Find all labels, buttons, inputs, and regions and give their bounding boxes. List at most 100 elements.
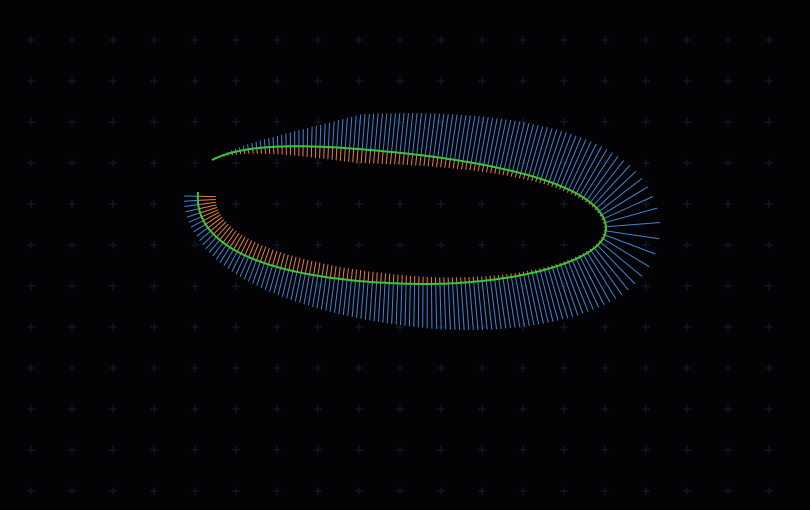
grid-cross [724, 200, 732, 208]
grid-cross [683, 282, 691, 290]
grid-cross [560, 323, 568, 331]
grid-cross [355, 446, 363, 454]
comb-tooth [197, 199, 216, 201]
grid-cross [437, 241, 445, 249]
comb-tooth [327, 147, 329, 160]
normal-spoke [470, 116, 480, 163]
normal-spoke [395, 283, 399, 325]
grid-cross [109, 159, 117, 167]
normal-spoke [303, 274, 310, 305]
comb-tooth [280, 253, 285, 269]
grid-cross [232, 118, 240, 126]
normal-spoke [575, 146, 602, 194]
normal-spoke [506, 277, 516, 328]
normal-spoke [223, 249, 234, 267]
comb-tooth [267, 249, 274, 265]
grid-cross [150, 487, 158, 495]
comb-tooth [371, 271, 374, 283]
normal-spoke [268, 138, 270, 148]
grid-cross [109, 487, 117, 495]
grid-cross [150, 159, 158, 167]
normal-spoke [235, 255, 246, 275]
grid-cross [27, 446, 35, 454]
normal-spoke [552, 267, 569, 319]
comb-tooth [415, 154, 418, 166]
grid-cross [724, 159, 732, 167]
comb-tooth [300, 258, 305, 273]
normal-spoke [474, 116, 485, 164]
comb-tooth [348, 148, 350, 162]
normal-spoke [516, 123, 530, 173]
grid-cross [27, 159, 35, 167]
grid-cross [68, 118, 76, 126]
comb-tooth [222, 228, 234, 243]
grid-cross [27, 323, 35, 331]
grid-cross [478, 36, 486, 44]
comb-tooth [342, 267, 345, 280]
comb-tooth [494, 167, 497, 174]
grid-cross [355, 241, 363, 249]
normal-spoke [186, 212, 201, 218]
grid-cross [273, 364, 281, 372]
grid-cross [314, 118, 322, 126]
grid-cross [724, 77, 732, 85]
comb-tooth [233, 234, 243, 250]
normal-spoke [520, 123, 534, 174]
normal-spoke [575, 258, 600, 308]
normal-spoke [188, 216, 202, 223]
normal-spoke [413, 283, 416, 327]
grid-cross [68, 282, 76, 290]
grid-cross [273, 446, 281, 454]
grid-cross [150, 36, 158, 44]
grid-cross [68, 159, 76, 167]
grid-cross [232, 77, 240, 85]
grid-cross [273, 200, 281, 208]
grid-cross [683, 364, 691, 372]
normal-spoke [247, 260, 257, 282]
normal-spoke [269, 266, 277, 292]
normal-spoke [347, 280, 352, 316]
grid-cross [437, 77, 445, 85]
normal-spoke [564, 139, 587, 189]
comb-tooth [296, 257, 301, 273]
normal-spoke [277, 268, 286, 296]
comb-tooth [205, 214, 221, 225]
normal-spoke [273, 267, 282, 294]
grid-cross [150, 241, 158, 249]
normal-spoke [556, 135, 577, 185]
comb-tooth [329, 265, 333, 278]
normal-spoke [374, 113, 379, 151]
grid-cross [642, 200, 650, 208]
normal-spoke [510, 276, 521, 328]
grid-cross [683, 159, 691, 167]
normal-spoke [447, 283, 451, 330]
grid-cross [560, 118, 568, 126]
normal-spoke [263, 139, 266, 148]
grid-cross [396, 446, 404, 454]
grid-cross [109, 323, 117, 331]
grid-cross [478, 405, 486, 413]
grid-cross [232, 446, 240, 454]
grid-cross [355, 36, 363, 44]
comb-tooth [317, 262, 321, 276]
comb-tooth [292, 256, 297, 272]
grid-cross [724, 241, 732, 249]
grid-cross [68, 200, 76, 208]
grid-cross [109, 36, 117, 44]
grid-cross [519, 36, 527, 44]
normal-spoke [593, 165, 631, 206]
normal-spoke [190, 220, 204, 228]
normal-spoke [485, 280, 493, 330]
comb-tooth [216, 223, 229, 238]
grid-cross [68, 487, 76, 495]
grid-cross [150, 118, 158, 126]
normal-spoke [356, 281, 361, 318]
normal-spoke [196, 227, 209, 237]
grid-cross [355, 200, 363, 208]
normal-spoke [260, 264, 269, 288]
comb-tooth [373, 150, 376, 164]
comb-tooth [473, 163, 476, 171]
normal-spoke [548, 132, 567, 182]
normal-spoke [316, 276, 323, 309]
comb-tooth [363, 270, 366, 282]
